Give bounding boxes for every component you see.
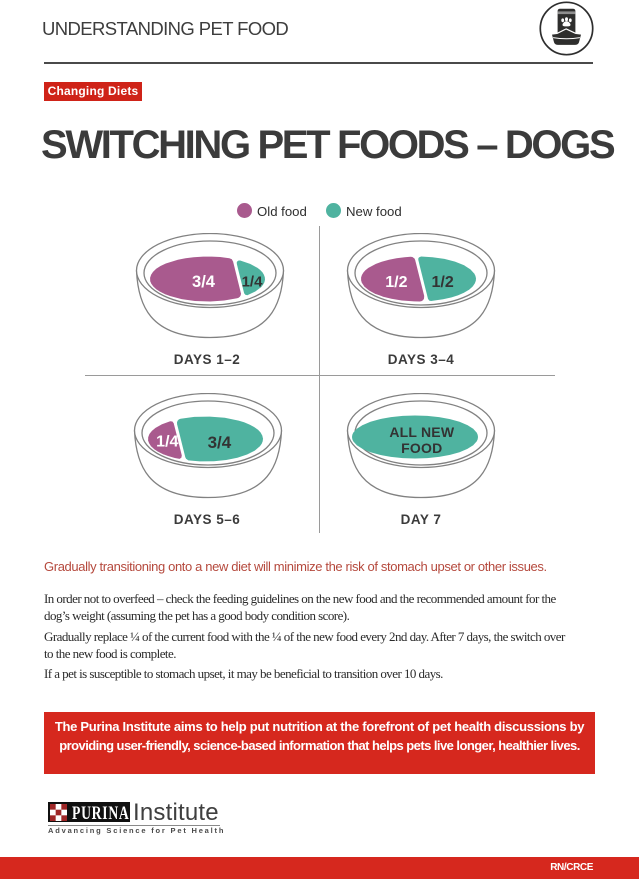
svg-text:FOOD: FOOD: [401, 440, 442, 456]
svg-text:1/2: 1/2: [385, 274, 407, 291]
svg-text:1/4: 1/4: [241, 273, 263, 290]
svg-text:1/4: 1/4: [156, 433, 178, 450]
svg-text:1/2: 1/2: [431, 274, 453, 291]
svg-text:3/4: 3/4: [192, 273, 216, 291]
svg-text:3/4: 3/4: [207, 433, 231, 452]
svg-text:ALL NEW: ALL NEW: [389, 424, 454, 440]
